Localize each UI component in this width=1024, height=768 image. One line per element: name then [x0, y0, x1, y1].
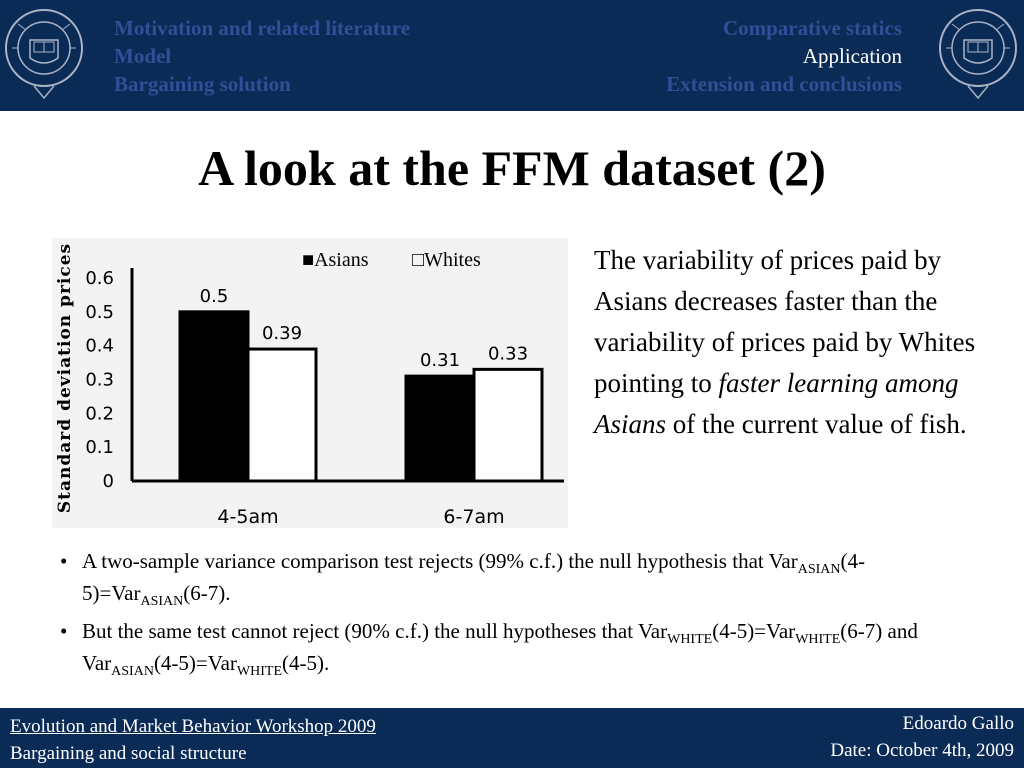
nav-comparative-statics[interactable]: Comparative statics	[722, 16, 902, 40]
y-tick-label: 0.3	[85, 370, 114, 391]
bullet-list: • A two-sample variance comparison test …	[58, 545, 958, 685]
oxford-seal-icon	[5, 9, 83, 100]
footer-right: Edoardo Gallo Date: October 4th, 2009	[830, 710, 1014, 764]
nav-left-group: Motivation and related literature Model …	[114, 14, 534, 98]
explanation-text: The variability of prices paid by Asians…	[594, 240, 984, 445]
explanation-emphasis: faster learning among Asians	[594, 368, 959, 439]
nav-right-group: Comparative statics Application Extensio…	[542, 14, 902, 98]
footer-bar: Evolution and Market Behavior Workshop 2…	[0, 708, 1024, 768]
nav-application[interactable]: Application	[802, 44, 902, 68]
data-label: 0.5	[200, 286, 229, 307]
y-tick-label: 0.4	[85, 336, 114, 357]
legend-asians: ■Asians	[302, 249, 369, 271]
header-bar: Motivation and related literature Model …	[0, 0, 1024, 111]
footer-talk-title: Bargaining and social structure	[10, 743, 247, 764]
slide-title: A look at the FFM dataset (2)	[198, 140, 826, 196]
nav-extension-conclusions[interactable]: Extension and conclusions	[666, 72, 902, 96]
explanation-part-1: The variability of prices paid by Asians…	[594, 245, 976, 398]
data-label: 0.31	[420, 350, 460, 371]
oxford-seal-left	[4, 4, 84, 104]
bullet-item-2: • But the same test cannot reject (90% c…	[58, 615, 958, 679]
nav-model[interactable]: Model	[114, 44, 172, 68]
bar-whites	[472, 367, 544, 483]
footer-date: Date: October 4th, 2009	[830, 740, 1014, 761]
bullet-item-1: • A two-sample variance comparison test …	[58, 545, 958, 609]
y-tick-label: 0	[103, 471, 114, 492]
x-tick-label: 6-7am	[443, 506, 504, 528]
y-tick-label: 0.2	[85, 403, 114, 424]
data-label: 0.39	[262, 323, 302, 344]
bar-whites	[246, 347, 318, 483]
footer-left: Evolution and Market Behavior Workshop 2…	[10, 713, 376, 767]
y-tick-label: 0.5	[85, 302, 114, 323]
x-tick-label: 4-5am	[217, 506, 278, 528]
bullet-glyph: •	[60, 549, 68, 573]
oxford-seal-right	[938, 4, 1018, 104]
oxford-seal-icon	[939, 9, 1017, 100]
explanation-part-2: of the current value of fish.	[666, 409, 967, 439]
bar-chart-svg: 0 0.1 0.2 0.3 0.4 0.5 0.6 Standard deviation pr…	[55, 243, 564, 528]
footer-author: Edoardo Gallo	[902, 713, 1014, 734]
bullet-glyph: •	[60, 619, 68, 643]
y-tick-label: 0.6	[85, 268, 114, 289]
nav-motivation[interactable]: Motivation and related literature	[114, 16, 411, 40]
footer-event-link[interactable]: Evolution and Market Behavior Workshop 2…	[10, 716, 376, 737]
y-tick-label: 0.1	[85, 437, 114, 458]
legend-whites: □Whites	[412, 249, 481, 271]
bar-asians	[178, 310, 250, 483]
data-label: 0.33	[488, 343, 528, 364]
y-axis-title: Standard deviation prices	[55, 243, 75, 513]
bar-asians	[404, 374, 476, 483]
nav-bargaining-solution[interactable]: Bargaining solution	[114, 72, 291, 96]
bar-chart: 0 0.1 0.2 0.3 0.4 0.5 0.6 Standard deviation pr…	[52, 238, 568, 528]
